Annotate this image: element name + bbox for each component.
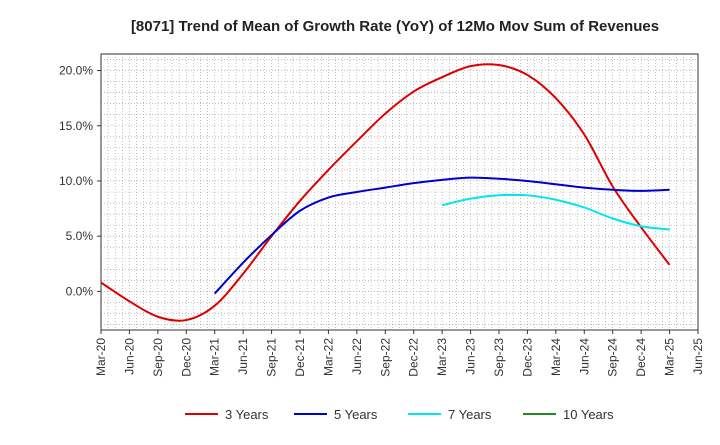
x-tick-label: Jun-20 (122, 338, 136, 375)
legend-label-5-years: 5 Years (334, 407, 378, 422)
x-tick-label: Dec-24 (634, 338, 648, 377)
x-tick-label: Sep-20 (151, 338, 165, 377)
x-tick-label: Mar-24 (549, 338, 563, 376)
legend-label-7-years: 7 Years (448, 407, 492, 422)
x-tick-label: Sep-23 (492, 338, 506, 377)
legend-label-3-years: 3 Years (225, 407, 269, 422)
x-tick-label: Mar-23 (435, 338, 449, 376)
plot-area (100, 53, 699, 331)
y-tick-label: 5.0% (66, 229, 94, 243)
x-tick-label: Dec-21 (293, 338, 307, 377)
legend-label-10-years: 10 Years (563, 407, 614, 422)
x-axis: Mar-20 Jun-20 Sep-20 Dec-20 Mar-21 Jun-21 Sep-… (94, 330, 705, 377)
x-tick-label: Jun-21 (236, 338, 250, 375)
series-line-3-years (100, 63, 671, 322)
x-tick-label: Jun-24 (577, 338, 591, 375)
x-tick-label: Jun-25 (691, 338, 705, 375)
x-tick-label: Dec-22 (407, 338, 421, 377)
x-tick-label: Jun-23 (464, 338, 478, 375)
legend: 3 Years 5 Years 7 Years 10 Years (185, 407, 614, 422)
x-tick-label: Sep-21 (265, 338, 279, 377)
x-tick-label: Sep-22 (378, 338, 392, 377)
x-tick-label: Dec-23 (520, 338, 534, 377)
y-tick-label: 0.0% (66, 284, 94, 298)
series-line-7-years (441, 193, 670, 231)
x-tick-label: Jun-22 (350, 338, 364, 375)
y-axis: 0.0% 5.0% 10.0% 15.0% 20.0% (59, 64, 101, 298)
y-tick-label: 20.0% (59, 64, 93, 78)
x-tick-label: Mar-20 (94, 338, 108, 376)
x-tick-label: Mar-22 (321, 338, 335, 376)
y-tick-label: 10.0% (59, 174, 93, 188)
y-tick-label: 15.0% (59, 119, 93, 133)
x-tick-label: Mar-21 (208, 338, 222, 376)
x-tick-label: Dec-20 (179, 338, 193, 377)
series-line-5-years (213, 176, 670, 295)
chart-title: [8071] Trend of Mean of Growth Rate (YoY… (131, 18, 659, 35)
grid (101, 54, 698, 330)
x-tick-label: Mar-25 (663, 338, 677, 376)
x-tick-label: Sep-24 (606, 338, 620, 377)
series-lines (100, 63, 671, 322)
